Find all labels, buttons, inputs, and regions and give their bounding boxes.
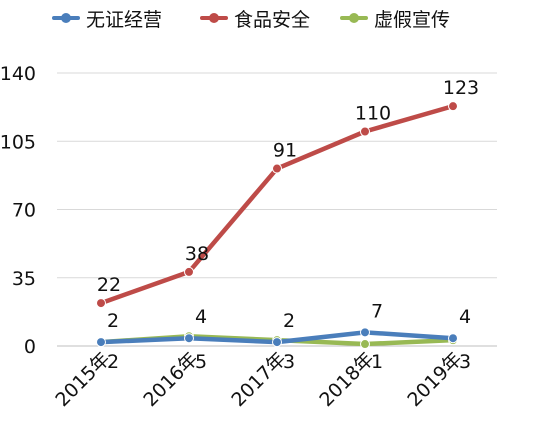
y-tick-label: 105 — [0, 131, 36, 153]
data-label: 5 — [195, 351, 207, 373]
x-tick-label: 2016年 — [139, 348, 202, 411]
data-label: 4 — [459, 306, 471, 328]
data-label: 1 — [371, 351, 383, 373]
data-label: 2 — [107, 351, 119, 373]
data-label: 91 — [273, 140, 297, 162]
data-label: 3 — [459, 351, 471, 373]
x-tick-label: 2015年 — [51, 348, 114, 411]
legend-swatch-unlicensed — [52, 13, 80, 23]
data-point — [272, 337, 282, 348]
legend-label-unlicensed: 无证经营 — [86, 8, 163, 31]
y-tick-label: 0 — [24, 336, 36, 358]
y-tick-label: 140 — [0, 63, 36, 85]
data-point — [360, 327, 370, 338]
data-point — [96, 298, 106, 309]
x-tick-label: 2019年 — [403, 348, 466, 411]
data-point — [184, 333, 194, 344]
data-point — [96, 337, 106, 348]
data-label: 3 — [283, 351, 295, 373]
data-label: 4 — [195, 306, 207, 328]
data-label: 123 — [443, 77, 479, 99]
data-point — [448, 101, 458, 112]
data-label: 38 — [185, 243, 209, 265]
x-tick-label: 2017年 — [227, 348, 290, 411]
legend-label-food-safety: 食品安全 — [234, 8, 311, 31]
data-point — [360, 126, 370, 137]
x-tick-label: 2018年 — [315, 348, 378, 411]
y-tick-label: 70 — [12, 200, 36, 222]
data-point — [360, 339, 370, 350]
legend-label-false-advertising: 虚假宣传 — [374, 8, 451, 31]
data-point — [272, 163, 282, 174]
data-label: 110 — [355, 103, 391, 125]
data-point — [184, 266, 194, 277]
data-label: 2 — [107, 310, 119, 332]
series-line-1 — [98, 103, 456, 306]
data-point — [448, 333, 458, 344]
data-label: 22 — [97, 274, 121, 296]
data-label: 7 — [371, 300, 383, 322]
y-tick-label: 35 — [12, 268, 36, 290]
legend-swatch-false-advertising — [340, 13, 368, 23]
legend-swatch-food-safety — [200, 13, 228, 23]
legend-item-unlicensed[interactable]: 无证经营 — [52, 5, 162, 31]
data-label: 2 — [283, 310, 295, 332]
legend-item-food-safety[interactable]: 食品安全 — [200, 5, 310, 31]
legend-item-false-advertising[interactable]: 虚假宣传 — [340, 5, 450, 31]
